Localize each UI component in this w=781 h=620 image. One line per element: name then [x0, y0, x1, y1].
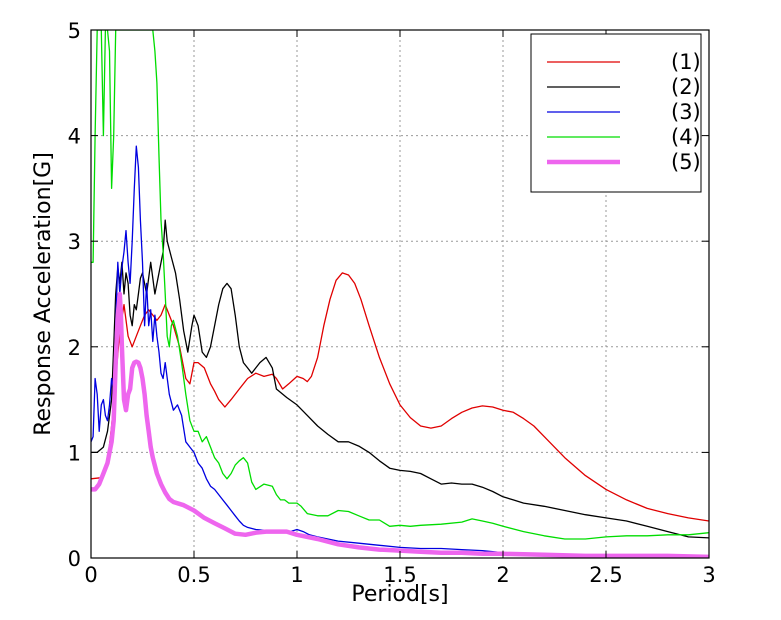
x-tick-label: 1.5	[383, 563, 416, 587]
series-line-2	[91, 219, 709, 539]
series-line-4	[91, 30, 709, 540]
x-tick-label: 2.5	[589, 563, 622, 587]
legend-label-3: (3)	[671, 100, 701, 124]
legend-box	[530, 33, 702, 193]
legend: (1)(2)(3)(4)(5)	[530, 33, 702, 193]
y-tick-label: 2	[68, 336, 81, 360]
series-line-5	[91, 291, 709, 558]
y-axis-label: Response Acceleration[G]	[31, 152, 56, 436]
x-tick-label: 0.5	[177, 563, 210, 587]
legend-label-2: (2)	[671, 75, 701, 99]
legend-label-1: (1)	[671, 50, 701, 74]
x-tick-label: 1	[290, 563, 303, 587]
y-tick-label: 1	[68, 441, 81, 465]
x-tick-label: 3	[702, 563, 715, 587]
y-tick-label: 5	[68, 19, 81, 43]
ticks: 0 0.5 1 1.5 2 2.5 3 0 1 2 3 4 5	[68, 19, 716, 587]
series-lines	[91, 30, 709, 558]
y-tick-label: 4	[68, 125, 81, 149]
legend-label-4: (4)	[671, 125, 701, 149]
y-tick-label: 0	[68, 547, 81, 571]
series-line-3	[91, 145, 709, 557]
x-tick-label: 2	[496, 563, 509, 587]
x-tick-label: 0	[84, 563, 97, 587]
legend-label-5: (5)	[671, 150, 701, 174]
y-tick-label: 3	[68, 230, 81, 254]
x-axis-label: Period[s]	[351, 582, 448, 607]
